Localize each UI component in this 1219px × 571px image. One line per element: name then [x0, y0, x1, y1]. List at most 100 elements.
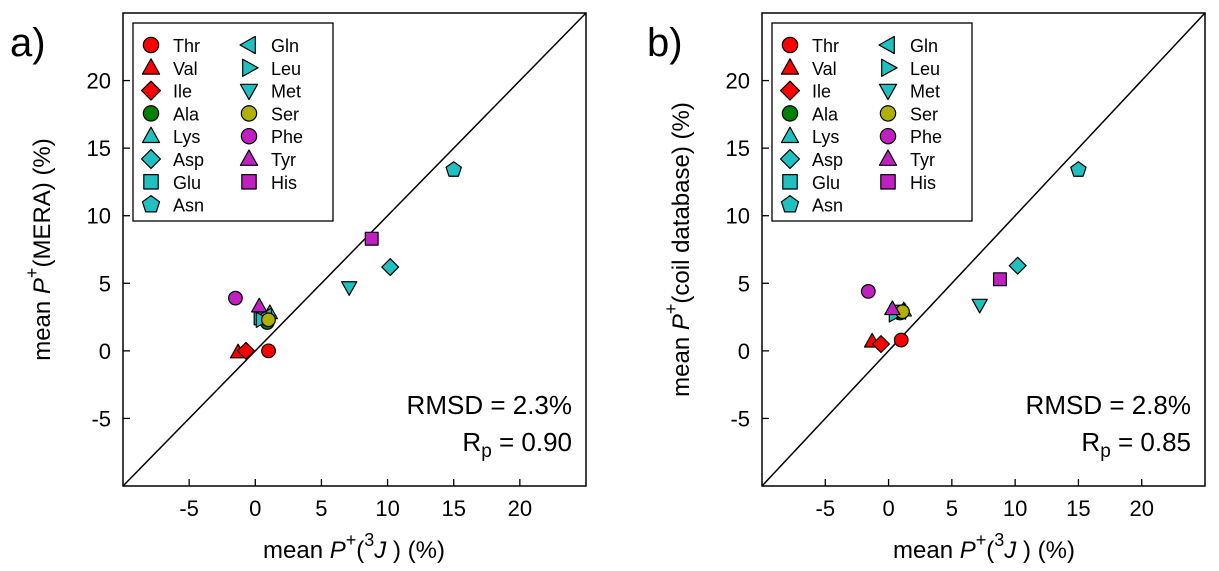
legend-marker-leu	[242, 58, 259, 77]
legend-label-asn: Asn	[173, 196, 204, 216]
y-tick-label: 10	[87, 204, 111, 229]
legend-marker-ser	[879, 105, 897, 122]
y-tick-label: 5	[738, 271, 750, 296]
legend-label-ala: Ala	[173, 104, 200, 124]
legend-marker-met	[878, 83, 898, 101]
rmsd-label: RMSD = 2.3%	[407, 390, 572, 420]
legend-label-val: Val	[173, 59, 198, 79]
rp-label: Rp = 0.85	[1081, 427, 1191, 462]
legend-marker-asp	[779, 148, 801, 170]
legend-label-phe: Phe	[910, 127, 942, 147]
point-met	[341, 281, 358, 296]
legend-label-tyr: Tyr	[271, 150, 296, 170]
legend-marker-val	[780, 58, 800, 75]
plot-frame	[761, 12, 1206, 487]
legend-label-ala: Ala	[812, 104, 839, 124]
point-thr	[893, 332, 909, 348]
legend-marker-thr	[781, 36, 799, 54]
y-tick-label: -5	[91, 406, 111, 431]
legend-marker-lys	[141, 126, 161, 144]
legend-label-leu: Leu	[271, 59, 301, 79]
legend-marker-met	[239, 83, 259, 101]
data-points	[228, 161, 462, 360]
x-tick-label: 20	[1129, 496, 1153, 521]
legend-label-thr: Thr	[812, 36, 839, 56]
legend-marker-val	[141, 58, 161, 75]
legend-label-asn: Asn	[812, 196, 843, 216]
point-his	[364, 231, 379, 246]
legend-marker-asn	[141, 195, 161, 213]
legend-marker-glu	[782, 174, 798, 190]
legend-label-his: His	[271, 173, 297, 193]
y-tick-label: 15	[726, 136, 750, 161]
point-asp	[1008, 256, 1027, 275]
plot-frame	[122, 12, 587, 487]
legend-marker-ile	[779, 80, 801, 101]
point-asn	[445, 161, 462, 177]
legend-label-met: Met	[271, 82, 301, 102]
legend-marker-glu	[143, 174, 159, 190]
legend-label-ser: Ser	[910, 104, 938, 124]
legend-label-lys: Lys	[173, 127, 200, 147]
point-tyr	[884, 300, 901, 316]
legend-label-met: Met	[910, 82, 940, 102]
legend-label-gln: Gln	[910, 36, 938, 56]
x-tick-label: 15	[441, 496, 465, 521]
rmsd-label: RMSD = 2.8%	[1026, 390, 1191, 420]
x-tick-label: 0	[882, 496, 894, 521]
y-tick-label: 20	[726, 69, 750, 94]
point-ile	[871, 335, 890, 354]
legend-label-thr: Thr	[173, 36, 200, 56]
rp-label: Rp = 0.90	[462, 427, 572, 462]
legend-label-his: His	[910, 173, 936, 193]
y-tick-label: 0	[99, 339, 111, 364]
legend-marker-asn	[780, 195, 800, 213]
panel-label: b)	[647, 21, 683, 65]
y-tick-label: 15	[87, 136, 111, 161]
legend-box	[132, 22, 334, 222]
legend-label-glu: Glu	[812, 173, 840, 193]
y-tick-label: 20	[87, 69, 111, 94]
panel-a: -5 0 5 10 15 20 -5 0 5 10 15 20 a) mean P+(3J ) (%) me…	[10, 12, 587, 564]
legend-label-ser: Ser	[271, 104, 299, 124]
legend-label-val: Val	[812, 59, 837, 79]
point-thr	[261, 343, 276, 359]
legend-marker-gln	[878, 35, 895, 55]
legend-marker-ala	[142, 105, 160, 122]
panel-label: a)	[10, 21, 46, 65]
point-ser	[261, 312, 276, 328]
panel-b: -5 0 5 10 15 20 -5 0 5 10 15 20 b) mean P+(3J ) (%) me…	[647, 12, 1206, 564]
legend-marker-phe	[879, 127, 897, 145]
legend-marker-thr	[142, 36, 160, 54]
y-tick-label: 10	[726, 204, 750, 229]
x-tick-label: 10	[1003, 496, 1027, 521]
legend-label-phe: Phe	[271, 127, 303, 147]
y-tick-label: 5	[99, 271, 111, 296]
legend-label-glu: Glu	[173, 173, 201, 193]
legend-label-asp: Asp	[173, 150, 204, 170]
legend-marker-ile	[140, 80, 162, 101]
legend-label-asp: Asp	[812, 150, 843, 170]
x-tick-label: -5	[816, 496, 836, 521]
legend-label-leu: Leu	[910, 59, 940, 79]
legend-marker-lys	[780, 126, 800, 144]
point-asn	[1070, 161, 1087, 177]
legend-marker-leu	[881, 58, 898, 77]
y-axis-label: mean P+(MERA) (%)	[22, 138, 56, 361]
point-tyr	[251, 297, 268, 313]
point-met	[971, 298, 988, 314]
y-tick-label: 0	[738, 339, 750, 364]
identity-line	[761, 12, 1206, 487]
legend-box	[771, 22, 973, 222]
legend-marker-ser	[240, 105, 258, 122]
x-tick-label: 5	[315, 496, 327, 521]
x-tick-label: 15	[1066, 496, 1090, 521]
point-phe	[228, 290, 243, 306]
point-ile	[237, 341, 256, 360]
legend-marker-ala	[781, 105, 799, 122]
x-axis-label: mean P+(3J ) (%)	[263, 530, 445, 564]
legend-label-ile: Ile	[173, 82, 192, 102]
x-tick-label: -5	[179, 496, 199, 521]
